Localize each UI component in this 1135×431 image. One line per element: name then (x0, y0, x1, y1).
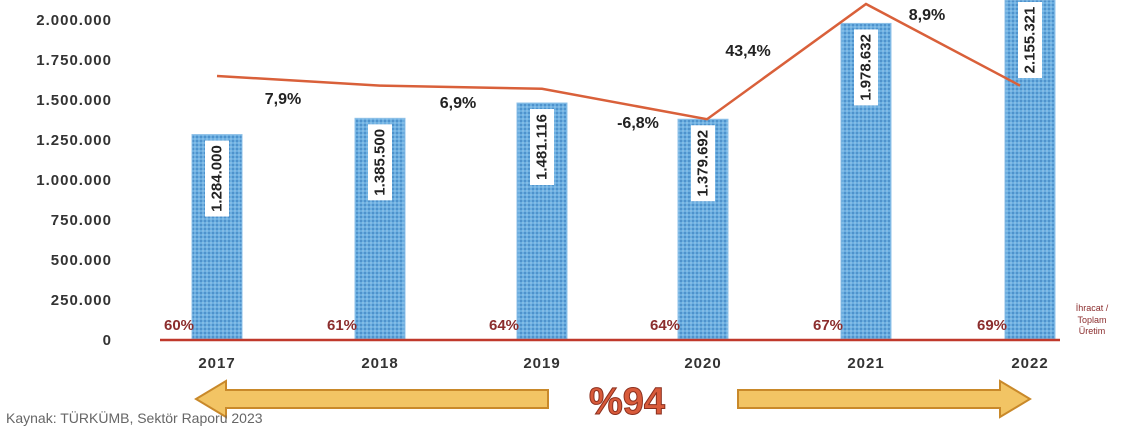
y-axis: 0 250.000 500.000 750.000 1.000.000 1.250.000… (36, 12, 112, 349)
bar-value-label-box (854, 29, 878, 106)
share-legend-label: Üretim (1079, 326, 1106, 336)
y-tick-label: 1.000.000 (36, 172, 112, 189)
bar-value-label: 2.155.321 (1022, 7, 1039, 74)
y-tick-label: 0 (103, 332, 112, 349)
x-tick-label: 2018 (361, 355, 398, 372)
y-tick-label: 1.750.000 (36, 52, 112, 69)
growth-line (216, 2, 1021, 121)
share-label: 64% (489, 317, 519, 334)
bar-value-label-box (368, 124, 392, 201)
right-arrow-icon (737, 379, 1032, 419)
share-label: 64% (650, 317, 680, 334)
left-arrow-icon (194, 379, 549, 419)
bar-value-label: 1.379.692 (695, 130, 712, 197)
y-tick-label: 500.000 (51, 252, 112, 269)
share-label: 61% (327, 317, 357, 334)
total-label: %94 (589, 381, 665, 423)
bar-series: 1.284.000 1.385.500 1.481.116 1.379.692 1.97… (191, 0, 1056, 341)
x-tick-label: 2019 (523, 355, 560, 372)
growth-label: 8,9% (909, 7, 945, 24)
source-caption: Kaynak: TÜRKÜMB, Sektör Raporu 2023 (6, 410, 263, 426)
y-tick-label: 250.000 (51, 292, 112, 309)
bar-value-label: 1.385.500 (372, 129, 389, 196)
y-tick-label: 1.250.000 (36, 132, 112, 149)
bar-value-label: 1.284.000 (209, 145, 226, 212)
x-tick-label: 2020 (684, 355, 721, 372)
x-tick-label: 2017 (198, 355, 235, 372)
bar-value-label: 1.481.116 (534, 114, 551, 180)
bar-value-label: 1.978.632 (858, 34, 875, 101)
bar-value-label-box (691, 125, 715, 202)
x-axis: 2017 2018 2019 2020 2021 2022 (198, 355, 1048, 372)
growth-label: -6,8% (617, 115, 659, 132)
growth-label: 43,4% (725, 43, 770, 60)
share-label: 67% (813, 317, 843, 334)
y-tick-label: 750.000 (51, 212, 112, 229)
share-legend-label: İhracat / (1076, 303, 1109, 313)
x-tick-label: 2021 (847, 355, 884, 372)
y-tick-label: 2.000.000 (36, 12, 112, 29)
bar-value-label-box (1018, 2, 1042, 78)
share-label: 69% (977, 317, 1007, 334)
growth-line-layer: 7,9% 6,9% -6,8% 43,4% 8,9% (216, 2, 1021, 132)
bar-value-label-box (205, 140, 229, 217)
y-tick-label: 1.500.000 (36, 92, 112, 109)
growth-label: 6,9% (440, 95, 476, 112)
total-banner: %94 (194, 379, 1032, 424)
share-legend-label: Toplam (1077, 315, 1106, 325)
x-tick-label: 2022 (1011, 355, 1048, 372)
growth-label: 7,9% (265, 91, 301, 108)
share-label: 60% (164, 317, 194, 334)
bar-value-label-box (530, 109, 554, 186)
